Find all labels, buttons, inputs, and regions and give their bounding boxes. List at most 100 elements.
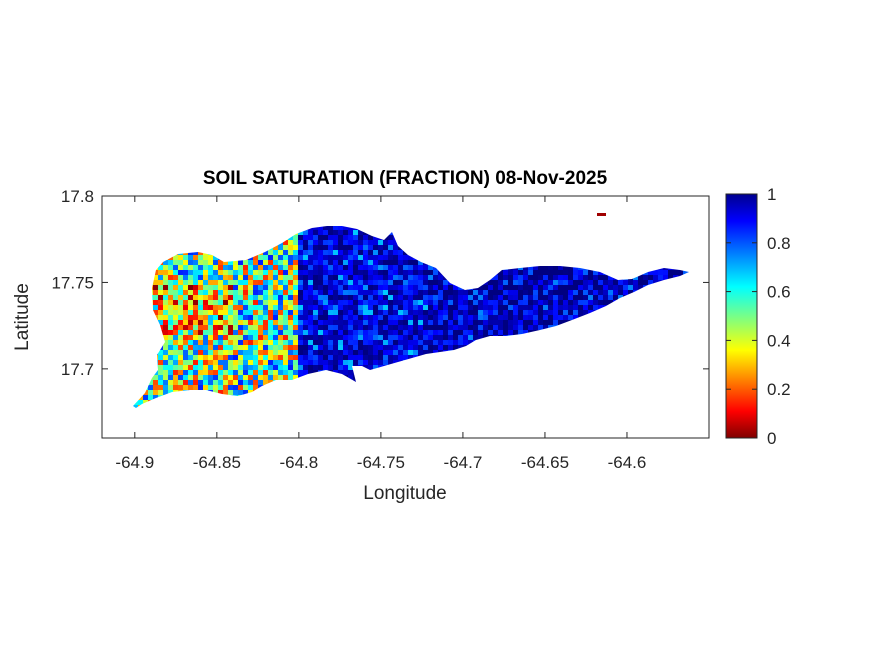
- heatmap-cell: [173, 300, 178, 305]
- heatmap-cell: [228, 335, 233, 340]
- heatmap-cell: [303, 350, 308, 355]
- heatmap-cell: [538, 265, 543, 270]
- heatmap-cell: [428, 315, 433, 320]
- heatmap-cell: [518, 315, 523, 320]
- heatmap-cell: [238, 290, 243, 295]
- heatmap-cell: [473, 300, 478, 305]
- heatmap-cell: [603, 300, 608, 305]
- heatmap-cell: [163, 300, 168, 305]
- heatmap-cell: [228, 355, 233, 360]
- heatmap-cell: [448, 315, 453, 320]
- heatmap-cell: [213, 275, 218, 280]
- heatmap-cell: [363, 315, 368, 320]
- heatmap-cell: [318, 350, 323, 355]
- heatmap-cell: [303, 315, 308, 320]
- heatmap-cell: [173, 255, 178, 260]
- heatmap-cell: [613, 290, 618, 295]
- heatmap-cell: [213, 270, 218, 275]
- heatmap-cell: [278, 320, 283, 325]
- heatmap-cell: [338, 355, 343, 360]
- heatmap-cell: [308, 305, 313, 310]
- heatmap-cell: [278, 295, 283, 300]
- heatmap-cell: [183, 290, 188, 295]
- heatmap-cell: [548, 295, 553, 300]
- heatmap-cell: [328, 330, 333, 335]
- heatmap-cell: [328, 350, 333, 355]
- heatmap-cell: [413, 335, 418, 340]
- heatmap-cell: [213, 325, 218, 330]
- heatmap-cell: [323, 340, 328, 345]
- heatmap-cell: [338, 315, 343, 320]
- heatmap-cell: [318, 285, 323, 290]
- heatmap-cell: [278, 365, 283, 370]
- heatmap-cell: [253, 385, 258, 390]
- heatmap-cell: [643, 280, 648, 285]
- heatmap-cell: [598, 280, 603, 285]
- heatmap-cell: [608, 280, 613, 285]
- heatmap-cell: [608, 290, 613, 295]
- heatmap-cell: [478, 335, 483, 340]
- heatmap-cell: [318, 305, 323, 310]
- heatmap-cell: [348, 290, 353, 295]
- heatmap-cell: [458, 325, 463, 330]
- heatmap-cell: [283, 310, 288, 315]
- heatmap-cell: [423, 345, 428, 350]
- heatmap-cell: [158, 355, 163, 360]
- heatmap-cell: [518, 270, 523, 275]
- heatmap-cell: [388, 350, 393, 355]
- heatmap-cell: [263, 345, 268, 350]
- heatmap-cell: [233, 340, 238, 345]
- heatmap-cell: [168, 390, 173, 395]
- heatmap-cell: [198, 275, 203, 280]
- heatmap-cell: [363, 260, 368, 265]
- heatmap-cell: [513, 270, 518, 275]
- heatmap-cell: [238, 355, 243, 360]
- heatmap-cell: [348, 285, 353, 290]
- heatmap-cell: [348, 325, 353, 330]
- heatmap-cell: [253, 355, 258, 360]
- heatmap-cell: [328, 320, 333, 325]
- heatmap-cell: [393, 245, 398, 250]
- heatmap-cell: [178, 330, 183, 335]
- heatmap-cell: [258, 355, 263, 360]
- heatmap-cell: [408, 280, 413, 285]
- heatmap-cell: [353, 305, 358, 310]
- x-tick-label: -64.9: [115, 453, 154, 472]
- heatmap-cell: [188, 345, 193, 350]
- heatmap-cell: [518, 295, 523, 300]
- heatmap-cell: [508, 325, 513, 330]
- heatmap-cell: [378, 315, 383, 320]
- heatmap-cell: [323, 295, 328, 300]
- heatmap-cell: [248, 345, 253, 350]
- heatmap-cell: [278, 275, 283, 280]
- heatmap-cell: [328, 310, 333, 315]
- heatmap-cell: [358, 360, 363, 365]
- heatmap-cell: [213, 335, 218, 340]
- heatmap-cell: [443, 330, 448, 335]
- heatmap-cell: [368, 245, 373, 250]
- heatmap-cell: [448, 300, 453, 305]
- heatmap-cell: [338, 305, 343, 310]
- heatmap-cell: [573, 295, 578, 300]
- heatmap-cell: [323, 250, 328, 255]
- heatmap-cell: [193, 330, 198, 335]
- heatmap-cell: [183, 265, 188, 270]
- heatmap-cell: [373, 350, 378, 355]
- heatmap-cell: [223, 285, 228, 290]
- heatmap-cell: [408, 330, 413, 335]
- heatmap-cell: [518, 325, 523, 330]
- heatmap-cell: [178, 365, 183, 370]
- heatmap-cell: [453, 295, 458, 300]
- heatmap-cell: [318, 355, 323, 360]
- heatmap-cell: [538, 285, 543, 290]
- heatmap-cell: [403, 325, 408, 330]
- heatmap-cell: [658, 270, 663, 275]
- heatmap-cell: [278, 265, 283, 270]
- heatmap-cell: [223, 340, 228, 345]
- heatmap-cell: [388, 240, 393, 245]
- heatmap-cell: [273, 305, 278, 310]
- heatmap-cell: [338, 370, 343, 375]
- heatmap-cell: [208, 280, 213, 285]
- heatmap-cell: [223, 345, 228, 350]
- heatmap-cell: [183, 380, 188, 385]
